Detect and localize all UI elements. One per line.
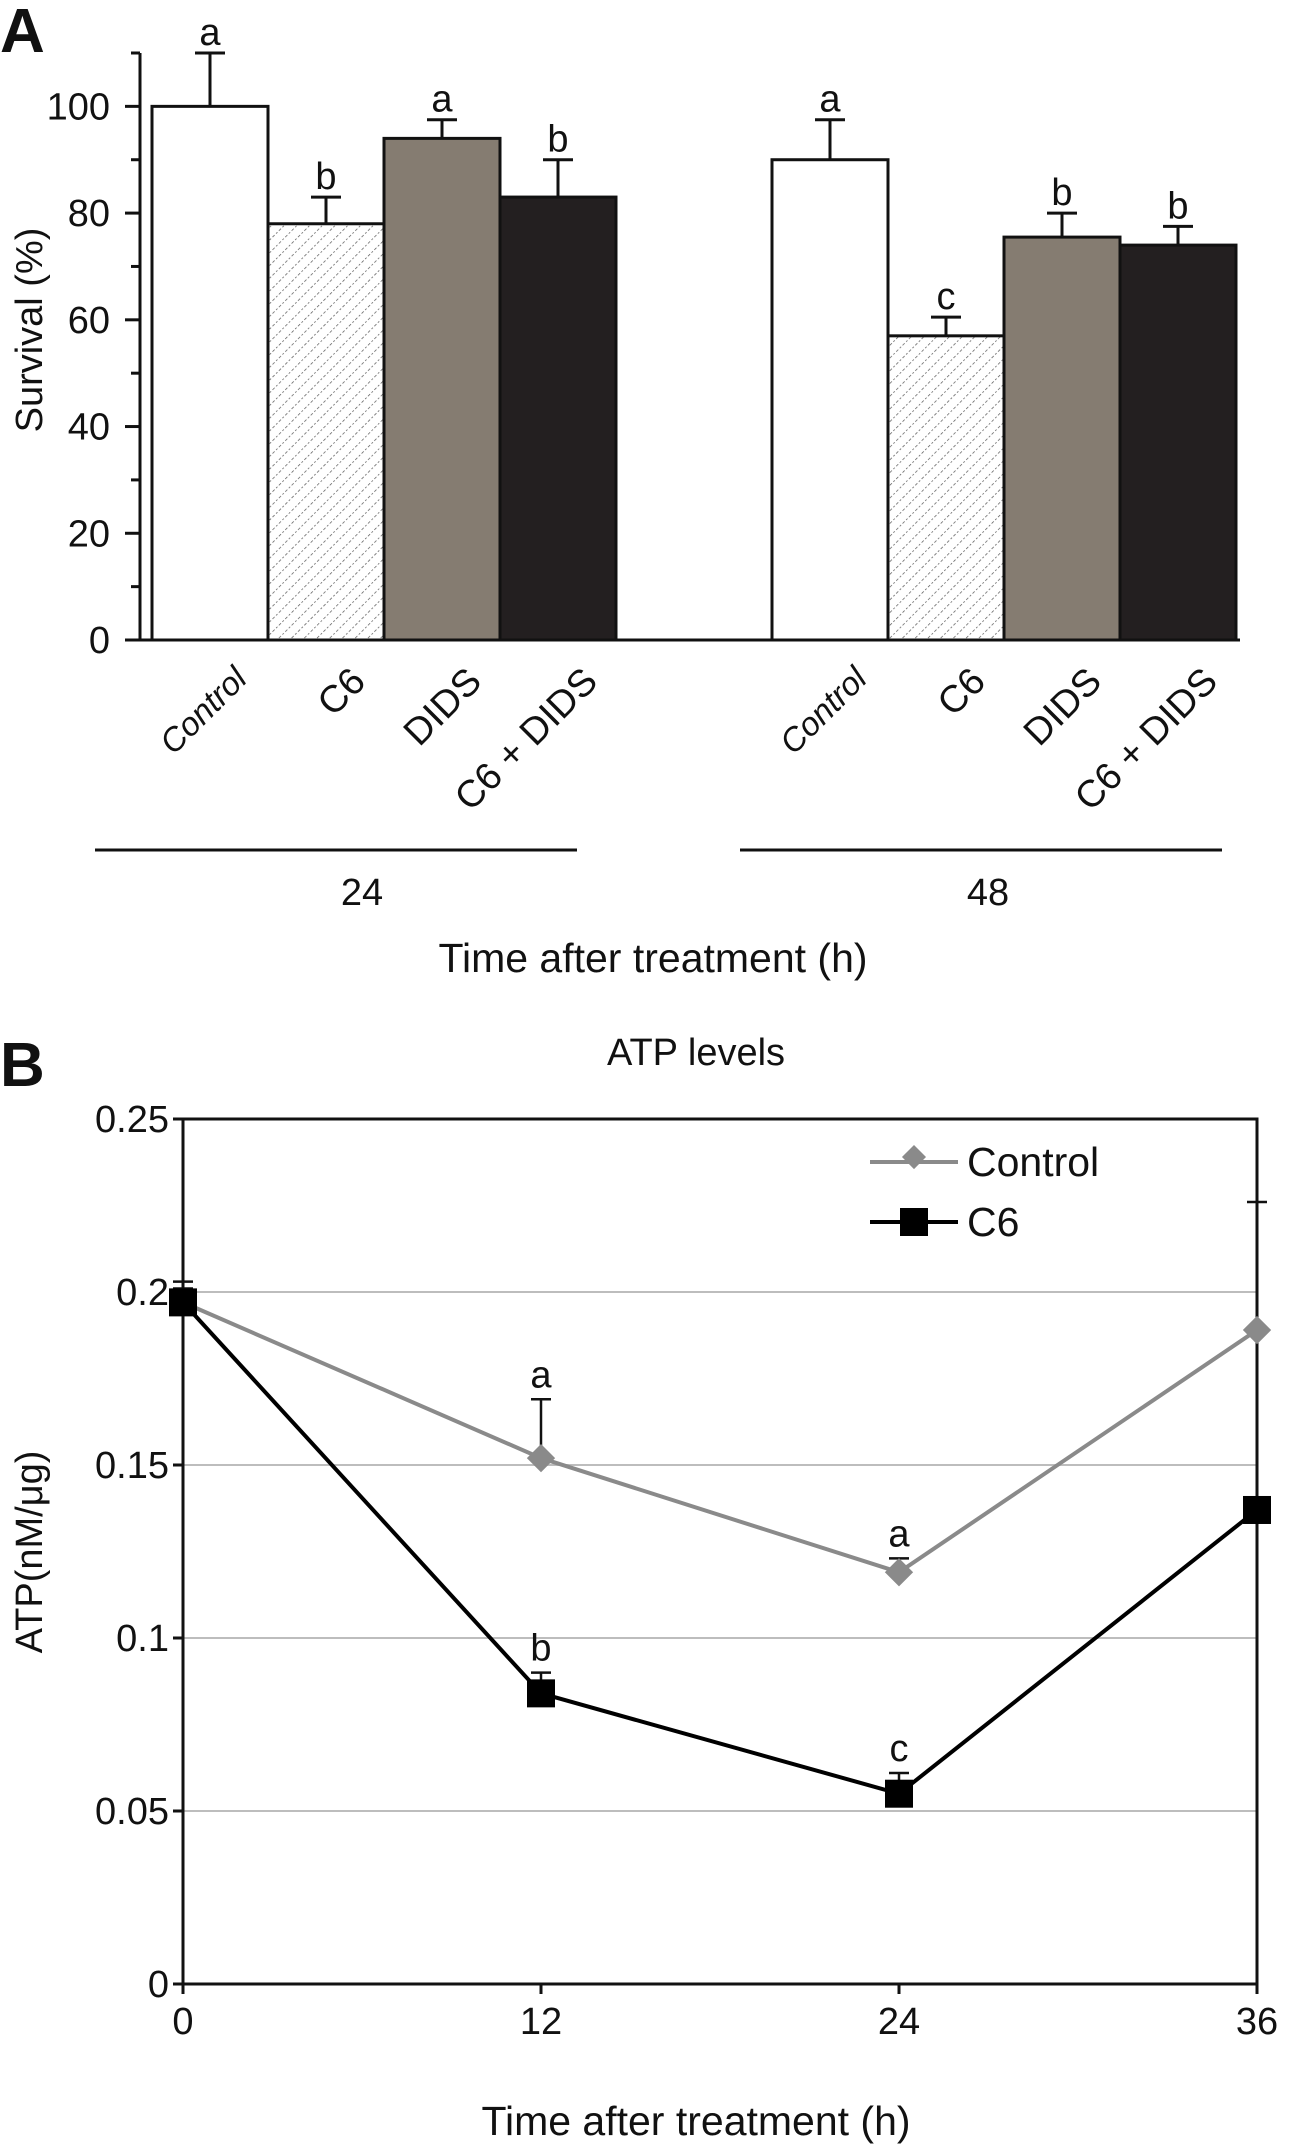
y-tick-label: 100 (47, 86, 110, 128)
y-tick-label: 60 (68, 300, 110, 342)
x-tick-label: 12 (520, 2001, 562, 2043)
y-tick-label: 40 (68, 407, 110, 449)
significance-letter: b (1167, 185, 1188, 227)
panel-label-a: A (0, 0, 45, 66)
chart-title: ATP levels (607, 1032, 785, 1074)
point-c6 (1243, 1495, 1271, 1524)
significance-letter: c (937, 276, 956, 318)
point-c6 (169, 1288, 197, 1317)
legend-label-c6: C6 (967, 1199, 1019, 1245)
y-tick-label: 0 (89, 620, 110, 662)
series-line-control (182, 1300, 1259, 1575)
bar-control-24h (150, 104, 270, 642)
category-label: Control (772, 658, 875, 761)
y-tick-label: 20 (68, 513, 110, 555)
x-axis-label: Time after treatment (h) (481, 2098, 910, 2144)
x-tick-label: 36 (1236, 2001, 1278, 2043)
bar-control-48h (770, 158, 890, 642)
legend-label-control: Control (967, 1139, 1099, 1185)
atp-line-chart: B ATP levels 00.050.10.150.20.250 12 24 36 … (0, 1031, 1278, 2144)
bar-c6-dids-24h (498, 195, 618, 642)
point-c6 (885, 1779, 913, 1808)
y-tick-label: 0.25 (95, 1099, 169, 1141)
x-tick-label: 24 (878, 2001, 920, 2043)
significance-letter: a (431, 79, 453, 121)
group-label-48: 48 (967, 872, 1009, 914)
significance-letter: b (547, 119, 568, 161)
y-tick-label: 80 (68, 193, 110, 235)
bar-dids-24h (382, 136, 502, 642)
y-tick-label: 0.15 (95, 1445, 169, 1487)
legend-marker-diamond (901, 1145, 927, 1170)
panel-label-b: B (0, 1031, 45, 1100)
series-line-c6 (181, 1301, 1259, 1796)
category-label: C6 (310, 660, 374, 724)
category-label: DIDS (1016, 660, 1110, 754)
y-tick-label: 0.05 (95, 1791, 169, 1833)
category-label: Control (152, 658, 255, 761)
point-control (1242, 1315, 1272, 1345)
significance-letter: c (890, 1728, 909, 1770)
point-control (884, 1558, 914, 1587)
y-axis-label: ATP(nM/μg) (9, 1451, 51, 1654)
legend-marker-square (900, 1208, 928, 1236)
significance-letter: a (888, 1513, 910, 1555)
x-axis-label: Time after treatment (h) (438, 935, 867, 981)
significance-letter: b (1051, 172, 1072, 214)
x-tick-label: 0 (172, 2001, 193, 2043)
significance-letter: b (315, 156, 336, 198)
group-label-24: 24 (341, 872, 383, 914)
significance-letter: b (530, 1628, 551, 1670)
point-control (526, 1443, 556, 1473)
significance-letter: a (819, 79, 841, 121)
legend: Control C6 (870, 1139, 1099, 1245)
bar-dids-48h (1002, 235, 1122, 642)
category-label: C6 (930, 660, 994, 724)
y-axis-label: Survival (%) (9, 228, 51, 433)
point-c6 (527, 1679, 555, 1708)
plot-frame (181, 1117, 1259, 1986)
bar-c6-dids-48h (1118, 243, 1238, 642)
y-tick-label: 0.1 (116, 1618, 169, 1660)
category-label: DIDS (396, 660, 490, 754)
y-tick-label: 0 (148, 1964, 169, 2006)
significance-letter: a (530, 1354, 552, 1396)
significance-letter: a (199, 12, 221, 54)
bar-c6-24h (266, 222, 386, 642)
bar-c6-48h (886, 334, 1006, 642)
y-tick-label: 0.2 (116, 1272, 169, 1314)
